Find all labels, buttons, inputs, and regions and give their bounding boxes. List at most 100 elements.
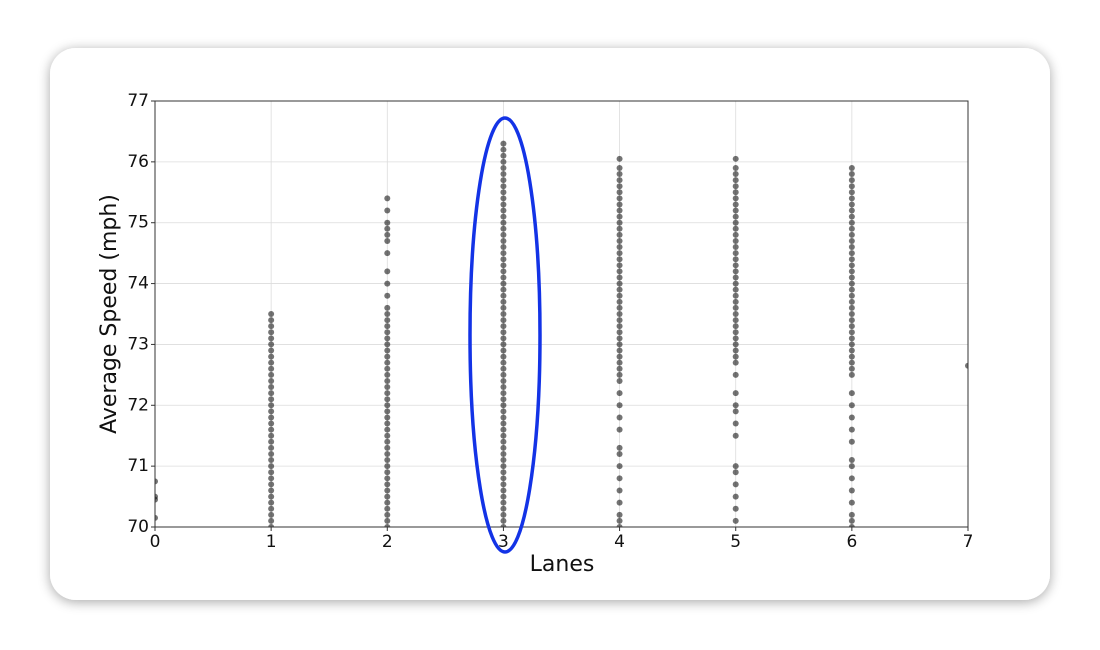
point (384, 481, 391, 488)
point (848, 402, 855, 409)
point (848, 207, 855, 214)
point (384, 384, 391, 391)
point (268, 353, 275, 360)
point (616, 292, 623, 299)
point (268, 329, 275, 336)
x-tick-label: 4 (614, 532, 625, 552)
point (848, 274, 855, 281)
point (732, 432, 739, 439)
point (616, 311, 623, 317)
point (500, 450, 507, 457)
point (616, 347, 623, 354)
point (848, 329, 855, 336)
point (384, 359, 391, 366)
x-tick-label: 5 (730, 532, 741, 552)
point (616, 365, 623, 372)
point (732, 274, 739, 281)
point (500, 329, 507, 336)
point (616, 268, 623, 275)
point (384, 268, 391, 275)
point (384, 335, 391, 342)
point (732, 311, 739, 317)
point (616, 274, 623, 281)
point (616, 390, 623, 397)
point (848, 244, 855, 251)
point (732, 390, 739, 397)
point (616, 171, 623, 178)
x-tick-label: 1 (266, 532, 277, 552)
x-tick-label: 7 (963, 532, 974, 552)
point (268, 390, 275, 397)
point (500, 225, 507, 232)
point (268, 323, 275, 330)
point (732, 292, 739, 299)
point (268, 505, 275, 512)
point (732, 323, 739, 330)
point (732, 371, 739, 378)
x-tick-label: 0 (150, 532, 161, 552)
point (500, 481, 507, 488)
point (268, 475, 275, 482)
point (732, 353, 739, 360)
y-tick-label: 70 (127, 517, 149, 537)
point (384, 250, 391, 257)
point (848, 164, 855, 171)
point (616, 377, 623, 384)
labels: 0 1 2 3 4 5 6 7 70 71 72 73 74 75 76 77 (127, 91, 973, 552)
point (848, 231, 855, 238)
point (155, 478, 158, 485)
point (268, 511, 275, 518)
point (500, 317, 507, 324)
point (732, 469, 739, 476)
point (268, 469, 275, 476)
point (384, 475, 391, 482)
point (616, 183, 623, 190)
point (732, 237, 739, 244)
point (616, 213, 623, 220)
point (268, 408, 275, 415)
point (268, 481, 275, 488)
point (268, 414, 275, 421)
point (732, 195, 739, 202)
point (848, 463, 855, 470)
point (616, 177, 623, 184)
point (500, 286, 507, 293)
point (268, 371, 275, 378)
point (268, 438, 275, 445)
point (500, 256, 507, 263)
x-tick-label: 3 (498, 532, 509, 552)
point (848, 323, 855, 330)
point (848, 414, 855, 421)
point (384, 438, 391, 445)
point (616, 341, 623, 348)
point (500, 183, 507, 190)
point (732, 359, 739, 366)
point (384, 463, 391, 470)
point (616, 164, 623, 171)
point (384, 450, 391, 457)
point (616, 475, 623, 482)
point (500, 311, 507, 317)
point (732, 250, 739, 257)
point (500, 280, 507, 287)
point (500, 298, 507, 305)
point (848, 438, 855, 445)
point (732, 408, 739, 415)
point (616, 402, 623, 409)
point (616, 231, 623, 238)
point (616, 524, 623, 527)
point (616, 195, 623, 202)
point (500, 158, 507, 165)
point (848, 213, 855, 220)
point (848, 347, 855, 354)
point (500, 438, 507, 445)
point (616, 304, 623, 311)
point (500, 505, 507, 512)
point (384, 341, 391, 348)
point (732, 335, 739, 342)
point (848, 499, 855, 506)
point (500, 414, 507, 421)
y-axis-label: Average Speed (mph) (97, 194, 122, 434)
point (384, 524, 391, 527)
